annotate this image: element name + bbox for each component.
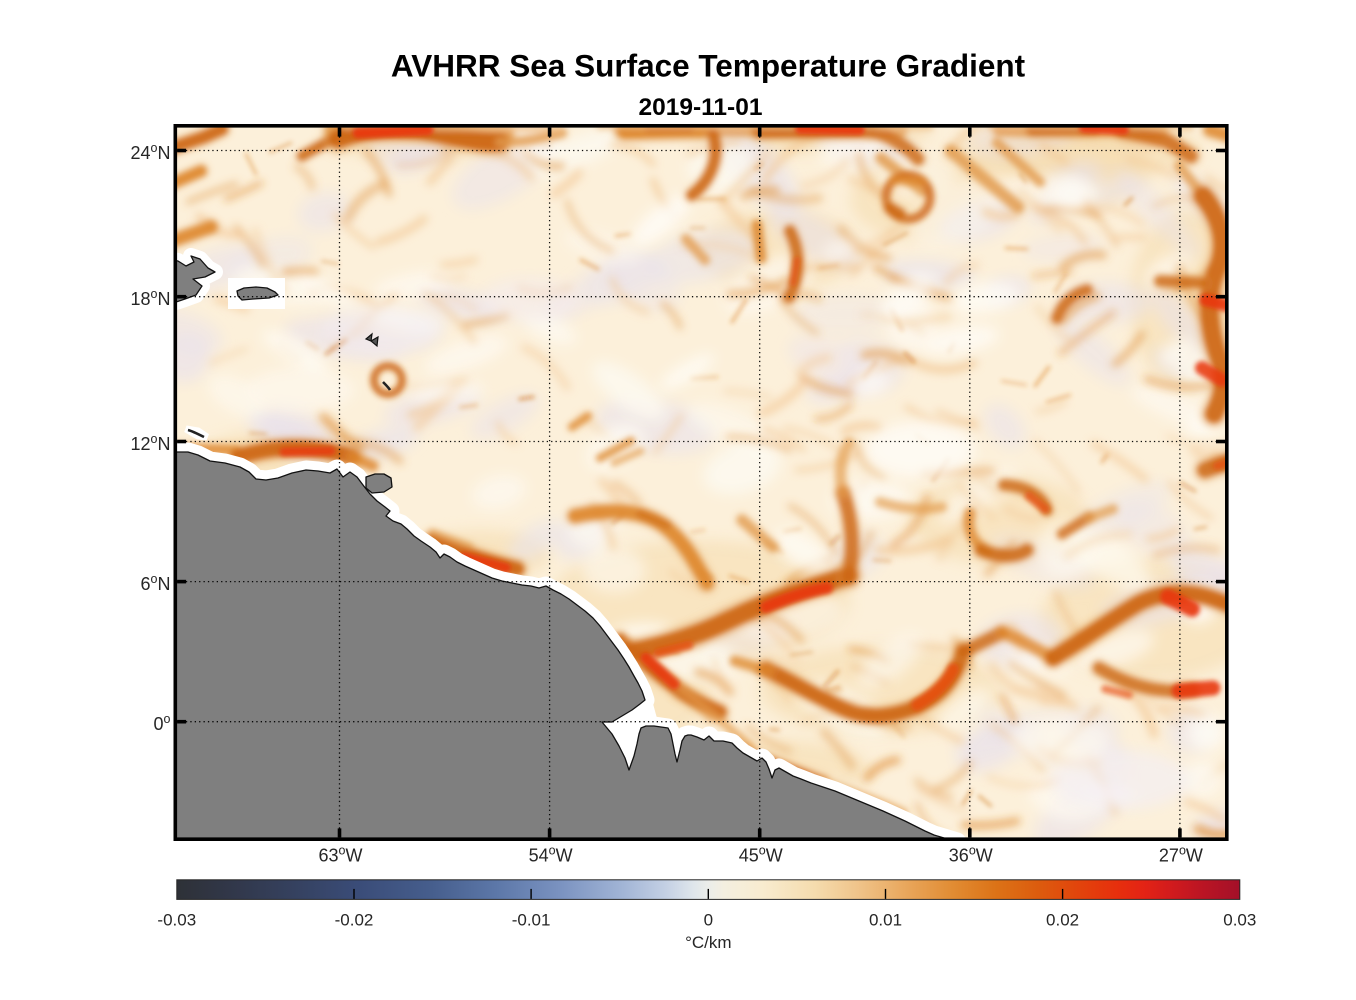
svg-text:-0.03: -0.03 xyxy=(157,911,196,930)
svg-text:-0.01: -0.01 xyxy=(512,911,551,930)
svg-text:2019-11-01: 2019-11-01 xyxy=(639,94,763,121)
svg-text:45oW: 45oW xyxy=(739,844,783,866)
svg-text:18oN: 18oN xyxy=(131,287,171,309)
svg-text:36oW: 36oW xyxy=(949,844,993,866)
svg-text:63oW: 63oW xyxy=(319,844,363,866)
svg-text:6oN: 6oN xyxy=(141,572,171,594)
svg-text:-0.02: -0.02 xyxy=(335,911,374,930)
svg-text:0.02: 0.02 xyxy=(1046,911,1079,930)
svg-text:AVHRR Sea Surface Temperature: AVHRR Sea Surface Temperature Gradient xyxy=(391,48,1026,84)
svg-text:°C/km: °C/km xyxy=(685,933,731,952)
svg-text:24oN: 24oN xyxy=(131,141,171,163)
svg-text:12oN: 12oN xyxy=(131,432,171,454)
svg-text:0.03: 0.03 xyxy=(1223,911,1256,930)
svg-text:27oW: 27oW xyxy=(1159,844,1203,866)
svg-text:0: 0 xyxy=(704,911,713,930)
svg-text:54oW: 54oW xyxy=(529,844,573,866)
svg-text:0.01: 0.01 xyxy=(869,911,902,930)
